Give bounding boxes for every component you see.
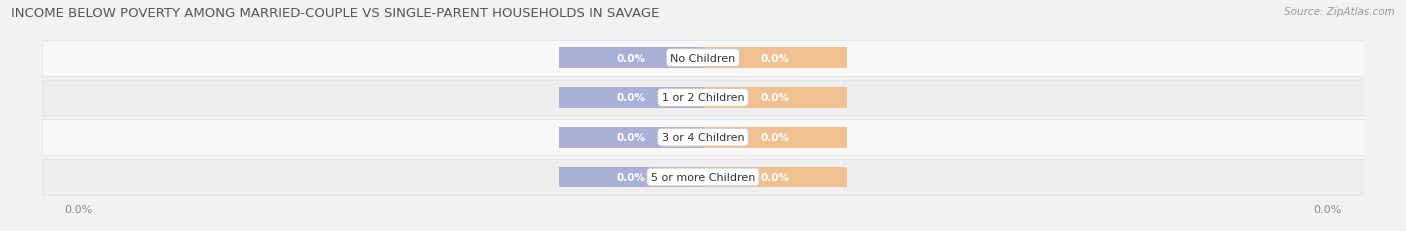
Text: 5 or more Children: 5 or more Children [651,172,755,182]
Text: 0.0%: 0.0% [616,93,645,103]
Text: 0.0%: 0.0% [761,53,790,63]
Bar [558,127,703,148]
Text: 0.0%: 0.0% [616,133,645,143]
Text: 1 or 2 Children: 1 or 2 Children [662,93,744,103]
Bar [558,88,703,108]
Text: 0.0%: 0.0% [616,53,645,63]
Text: 0.0%: 0.0% [616,172,645,182]
Text: 0.0%: 0.0% [761,133,790,143]
Bar [703,127,848,148]
Text: 0.0%: 0.0% [761,93,790,103]
Text: 0.0%: 0.0% [761,172,790,182]
Bar [42,80,1364,116]
Text: 3 or 4 Children: 3 or 4 Children [662,133,744,143]
Bar [42,159,1364,195]
Bar [703,48,848,69]
Text: Source: ZipAtlas.com: Source: ZipAtlas.com [1284,7,1395,17]
Text: INCOME BELOW POVERTY AMONG MARRIED-COUPLE VS SINGLE-PARENT HOUSEHOLDS IN SAVAGE: INCOME BELOW POVERTY AMONG MARRIED-COUPL… [11,7,659,20]
Bar [703,167,848,188]
Bar [42,41,1364,76]
Bar [558,48,703,69]
Text: No Children: No Children [671,53,735,63]
Bar [703,88,848,108]
Bar [42,120,1364,155]
Bar [558,167,703,188]
